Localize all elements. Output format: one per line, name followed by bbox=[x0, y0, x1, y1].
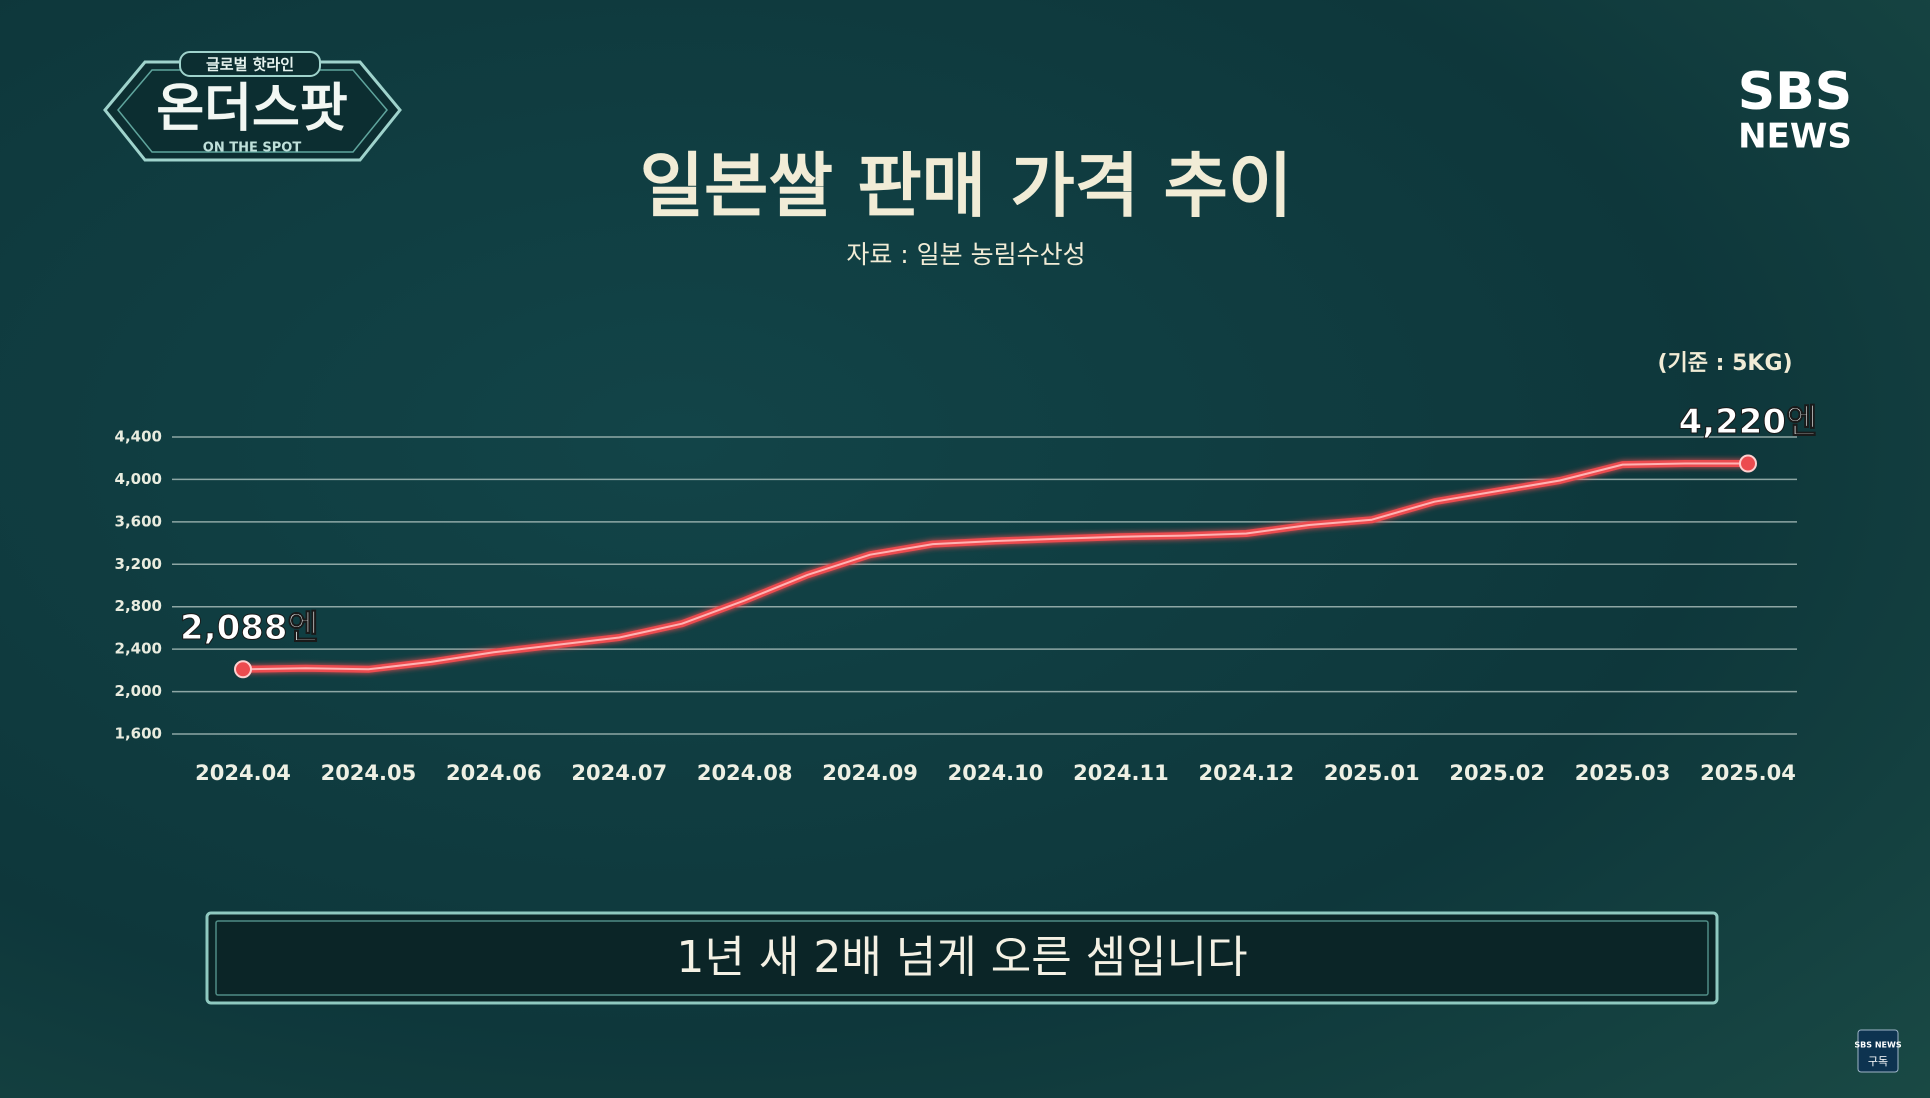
caption-frame bbox=[205, 911, 1719, 1005]
logo-sub: ON THE SPOT bbox=[203, 141, 302, 156]
x-tick-label: 2024.05 bbox=[321, 761, 417, 785]
x-tick-label: 2025.02 bbox=[1449, 761, 1545, 785]
end-point bbox=[1739, 454, 1757, 473]
unit-note: (기준 : 5KG) bbox=[1657, 351, 1792, 376]
x-tick-label: 2024.09 bbox=[822, 761, 918, 785]
subscribe-frame[interactable] bbox=[1857, 1029, 1899, 1073]
annotation: 2,088엔 bbox=[180, 608, 319, 648]
broadcaster-line1: SBS bbox=[1738, 62, 1853, 122]
logo-inner-frame bbox=[117, 69, 388, 153]
x-tick-label: 2024.07 bbox=[571, 761, 667, 785]
chart-title: 일본쌀 판매 가격 추이 bbox=[640, 145, 1293, 227]
x-tick-label: 2024.04 bbox=[195, 761, 291, 785]
annotation: 4,220엔 bbox=[1679, 402, 1818, 442]
x-tick-label: 2024.12 bbox=[1199, 761, 1295, 785]
x-tick-label: 2025.04 bbox=[1700, 761, 1796, 785]
end-point bbox=[234, 660, 252, 679]
logo-tag bbox=[179, 51, 321, 77]
logo-main: 온더스팟 bbox=[156, 79, 347, 139]
x-tick-label: 2024.10 bbox=[948, 761, 1044, 785]
x-tick-label: 2025.03 bbox=[1575, 761, 1671, 785]
logo-frame bbox=[103, 60, 402, 162]
y-tick-label: 2,800 bbox=[115, 597, 162, 615]
y-tick-label: 1,600 bbox=[115, 725, 162, 743]
x-tick-label: 2024.11 bbox=[1073, 761, 1169, 785]
y-tick-label: 2,400 bbox=[115, 640, 162, 658]
subscribe-line1[interactable]: SBS NEWS bbox=[1854, 1041, 1901, 1050]
x-tick-label: 2024.08 bbox=[697, 761, 793, 785]
caption: 1년 새 2배 넘게 오른 셈입니다 bbox=[676, 932, 1247, 983]
y-tick-label: 3,200 bbox=[115, 555, 162, 573]
y-tick-label: 2,000 bbox=[115, 682, 162, 700]
subscribe-line2[interactable]: 구독 bbox=[1868, 1055, 1888, 1068]
caption-inner-frame bbox=[215, 920, 1709, 996]
y-tick-label: 4,400 bbox=[115, 428, 162, 446]
x-tick-label: 2024.06 bbox=[446, 761, 542, 785]
plot: 1,600 2,000 2,400 2,800 3,200 3,600 4,000 4,400… bbox=[115, 402, 1818, 785]
y-tick-label: 3,600 bbox=[115, 512, 162, 530]
program-logo: 글로벌 핫라인 온더스팟 ON THE SPOT bbox=[103, 51, 402, 162]
caption-box: 1년 새 2배 넘게 오른 셈입니다 bbox=[205, 911, 1719, 1005]
price-line-highlight bbox=[242, 462, 1748, 671]
y-tick-label: 4,000 bbox=[115, 470, 162, 488]
logo-top: 글로벌 핫라인 bbox=[206, 56, 294, 74]
chart-subtitle: 자료 : 일본 농림수산성 bbox=[846, 240, 1085, 269]
subscribe-badge[interactable]: SBS NEWS 구독 bbox=[1854, 1029, 1902, 1073]
x-tick-label: 2025.01 bbox=[1324, 761, 1420, 785]
broadcaster-line2: NEWS bbox=[1738, 117, 1852, 157]
